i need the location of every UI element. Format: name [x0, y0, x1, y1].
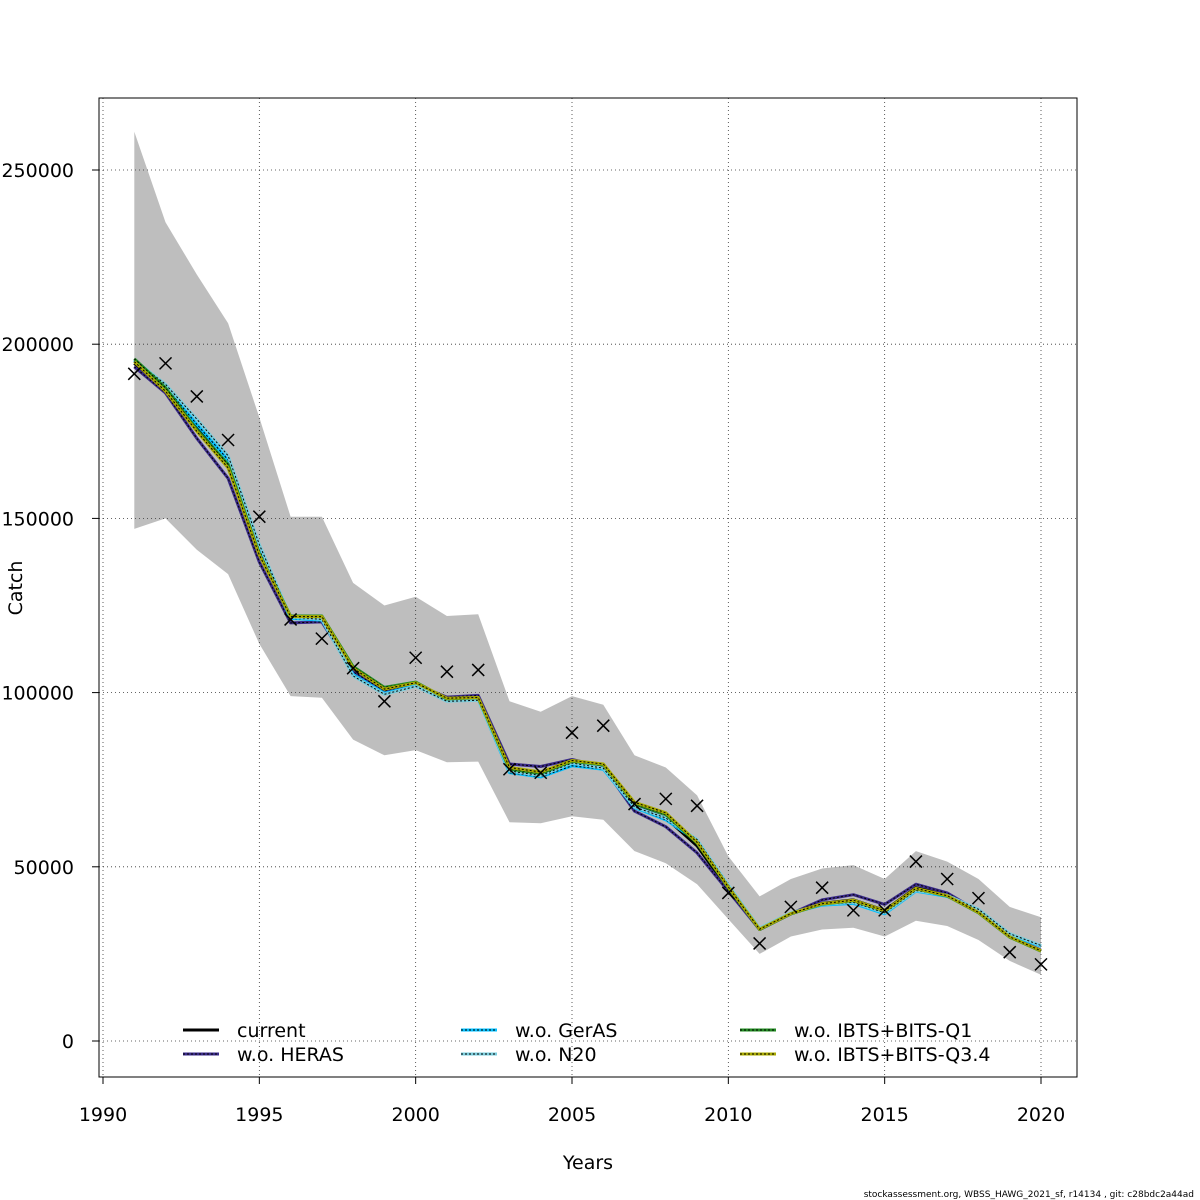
series-line-overlay-1 — [133, 366, 1042, 951]
observation-point — [534, 766, 548, 780]
observation-point — [346, 661, 360, 675]
observation-point — [315, 632, 329, 646]
observation-point — [659, 792, 673, 806]
observation-point — [878, 903, 892, 917]
observation-point — [753, 936, 767, 950]
observation-point — [127, 367, 141, 381]
legend-label-0: current — [237, 1020, 306, 1042]
series-layer — [133, 357, 1042, 953]
observation-point — [596, 719, 610, 733]
x-tick-label: 2005 — [548, 1104, 596, 1126]
y-tick-label: 250000 — [1, 160, 74, 182]
legend-label-2: w.o. GerAS — [515, 1020, 618, 1042]
x-tick-label: 1990 — [79, 1104, 127, 1126]
x-tick-label: 2015 — [860, 1104, 908, 1126]
observation-point — [440, 665, 454, 679]
y-tick-label: 100000 — [1, 683, 74, 705]
legend-label-5: w.o. IBTS+BITS-Q3.4 — [794, 1044, 990, 1066]
observation-point — [721, 886, 735, 900]
x-tick-label: 1995 — [235, 1104, 283, 1126]
observation-point — [377, 694, 391, 708]
y-tick-label: 0 — [62, 1031, 74, 1053]
observation-point — [159, 356, 173, 370]
observation-point — [502, 762, 516, 776]
legend-label-4: w.o. IBTS+BITS-Q1 — [794, 1020, 972, 1042]
confidence-band-layer — [134, 131, 1042, 975]
axis-layer: 1990 1995 2000 2005 2010 2015 2020 0 50000 100000… — [1, 160, 1065, 1126]
observation-point — [628, 797, 642, 811]
y-tick-label: 200000 — [1, 334, 74, 356]
observation-point — [784, 900, 798, 914]
grid-layer — [99, 98, 1077, 1077]
observation-point — [471, 663, 485, 677]
observation-point — [971, 891, 985, 905]
observation-point — [1003, 945, 1017, 959]
x-axis-title: Years — [562, 1152, 613, 1174]
y-tick-label: 150000 — [1, 508, 74, 530]
y-axis-title: Catch — [5, 561, 27, 616]
x-tick-label: 2010 — [704, 1104, 752, 1126]
observation-point — [252, 510, 266, 524]
series-line-overlay-2 — [133, 360, 1042, 947]
footer-text: stockassessment.org, WBSS_HAWG_2021_sf, … — [864, 1190, 1194, 1200]
x-tick-label: 2000 — [391, 1104, 439, 1126]
observation-point — [284, 612, 298, 626]
series-line-overlay-5 — [133, 361, 1042, 952]
x-tick-label: 2020 — [1017, 1104, 1065, 1126]
observation-point — [409, 651, 423, 665]
observation-point — [940, 872, 954, 886]
observation-point — [815, 881, 829, 895]
observation-point — [190, 389, 204, 403]
observation-point — [846, 903, 860, 917]
observation-point — [909, 855, 923, 869]
series-line-overlay-3 — [133, 359, 1042, 946]
observation-point — [565, 726, 579, 740]
observation-point — [221, 433, 235, 447]
legend-label-1: w.o. HERAS — [237, 1044, 344, 1066]
legend-label-3: w.o. N20 — [515, 1044, 597, 1066]
observations-layer — [127, 356, 1048, 971]
y-tick-label: 50000 — [14, 857, 74, 879]
confidence-band — [134, 131, 1042, 975]
observation-point — [690, 799, 704, 813]
observation-point — [1034, 957, 1048, 971]
